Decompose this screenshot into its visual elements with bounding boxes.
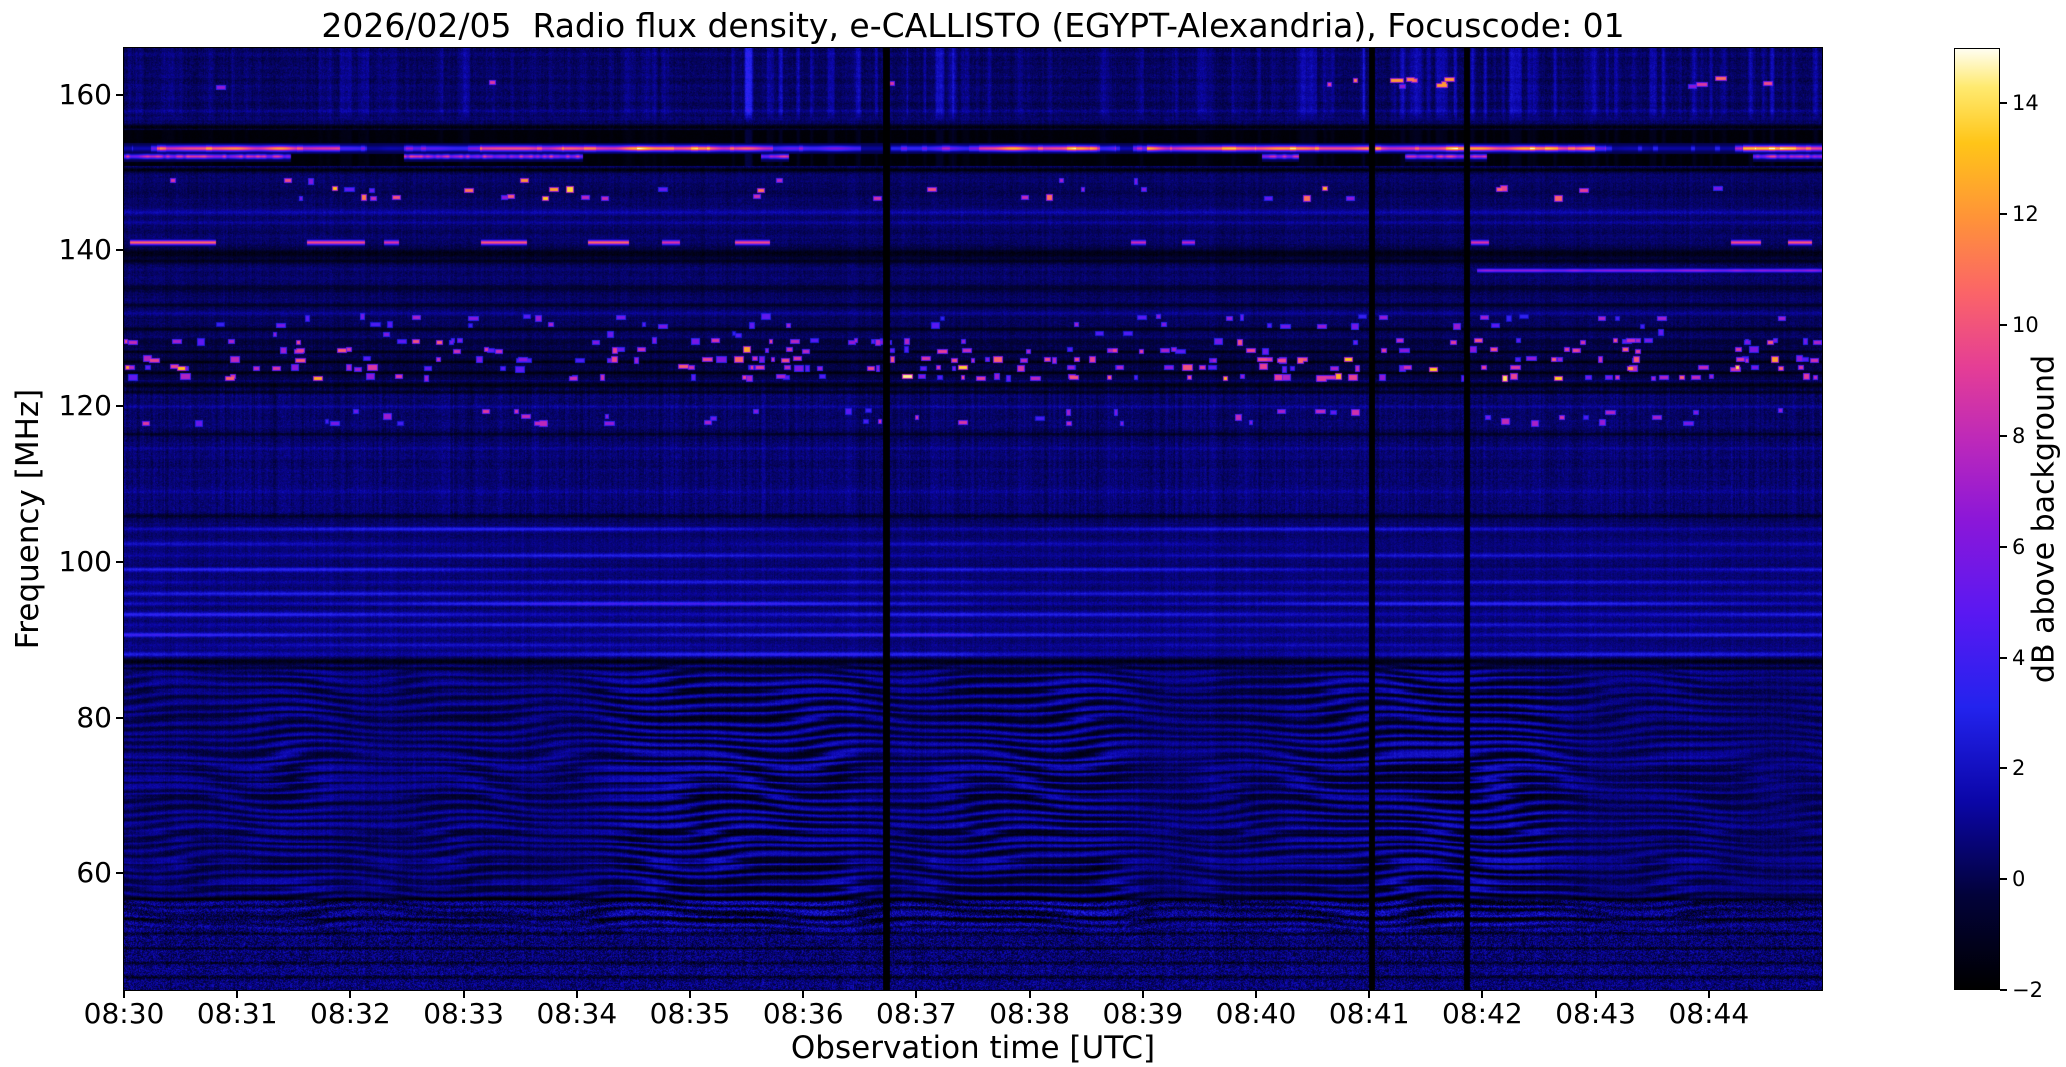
- colorbar-tick-mark: [2000, 656, 2007, 659]
- spectrogram-heatmap: [123, 47, 1823, 991]
- x-tick-mark: [1368, 990, 1371, 998]
- x-tick-label: 08:41: [1328, 997, 1410, 1030]
- y-tick-label: 100: [58, 544, 112, 578]
- y-tick-label: 140: [58, 233, 112, 267]
- colorbar-label: dB above background: [2026, 354, 2062, 684]
- colorbar-tick-label: 6: [2012, 534, 2026, 559]
- y-axis-label: Frequency [MHz]: [10, 388, 46, 650]
- colorbar-tick-mark: [2000, 102, 2007, 105]
- x-tick-label: 08:33: [423, 997, 504, 1030]
- x-tick-mark: [462, 990, 465, 998]
- colorbar-tick-label: 12: [2012, 202, 2039, 227]
- colorbar-gradient: [1954, 48, 2000, 990]
- colorbar-tick-label: 10: [2012, 313, 2039, 338]
- x-tick-label: 08:31: [196, 997, 278, 1030]
- x-tick-label: 08:36: [762, 997, 844, 1030]
- x-tick-mark: [1481, 990, 1484, 998]
- chart-title: 2026/02/05 Radio flux density, e-CALLIST…: [321, 6, 1625, 45]
- x-tick-mark: [1255, 990, 1257, 998]
- y-tick-mark: [116, 872, 124, 875]
- x-tick-mark: [915, 990, 918, 998]
- x-tick-label: 08:32: [310, 997, 391, 1030]
- x-tick-mark: [575, 990, 578, 998]
- y-tick-label: 60: [76, 856, 112, 890]
- x-tick-label: 08:30: [83, 997, 165, 1030]
- y-tick-mark: [116, 560, 124, 563]
- x-axis-label: Observation time [UTC]: [790, 1030, 1156, 1066]
- x-tick-mark: [349, 990, 352, 998]
- colorbar-tick-mark: [2000, 545, 2007, 548]
- y-tick-label: 160: [58, 77, 112, 111]
- x-tick-mark: [1028, 990, 1031, 998]
- colorbar-tick-label: 2: [2012, 756, 2026, 781]
- x-tick-mark: [1141, 990, 1144, 998]
- colorbar-tick-mark: [2000, 989, 2007, 991]
- x-tick-label: 08:38: [989, 997, 1070, 1030]
- colorbar-tick-label: 4: [2012, 645, 2026, 670]
- x-tick-label: 08:42: [1442, 997, 1523, 1030]
- y-tick-label: 120: [58, 389, 112, 423]
- colorbar-tick-mark: [2000, 324, 2007, 327]
- x-tick-label: 08:35: [649, 997, 731, 1030]
- x-tick-label: 08:37: [876, 997, 957, 1030]
- x-tick-mark: [802, 990, 805, 998]
- colorbar-tick-label: 14: [2012, 91, 2039, 116]
- colorbar-tick-mark: [2000, 767, 2007, 770]
- x-tick-mark: [1594, 990, 1597, 998]
- colorbar-tick-label: −2: [2012, 978, 2043, 1002]
- y-tick-mark: [116, 716, 124, 719]
- x-tick-mark: [236, 990, 239, 998]
- x-tick-mark: [1707, 990, 1710, 998]
- y-tick-label: 80: [76, 700, 112, 734]
- y-tick-mark: [116, 405, 124, 408]
- x-tick-mark: [689, 990, 691, 998]
- x-tick-label: 08:40: [1215, 997, 1297, 1030]
- colorbar-tick-label: 8: [2012, 423, 2026, 448]
- x-tick-label: 08:43: [1555, 997, 1636, 1030]
- y-tick-mark: [116, 93, 124, 96]
- x-tick-mark: [123, 990, 125, 998]
- y-tick-mark: [116, 249, 124, 252]
- colorbar-tick-mark: [2000, 434, 2007, 437]
- x-tick-label: 08:34: [536, 997, 618, 1030]
- x-tick-label: 08:39: [1102, 997, 1184, 1030]
- colorbar-tick-mark: [2000, 878, 2007, 881]
- colorbar-tick-label: 0: [2012, 867, 2026, 892]
- colorbar-tick-mark: [2000, 213, 2007, 216]
- x-tick-label: 08:44: [1668, 997, 1750, 1030]
